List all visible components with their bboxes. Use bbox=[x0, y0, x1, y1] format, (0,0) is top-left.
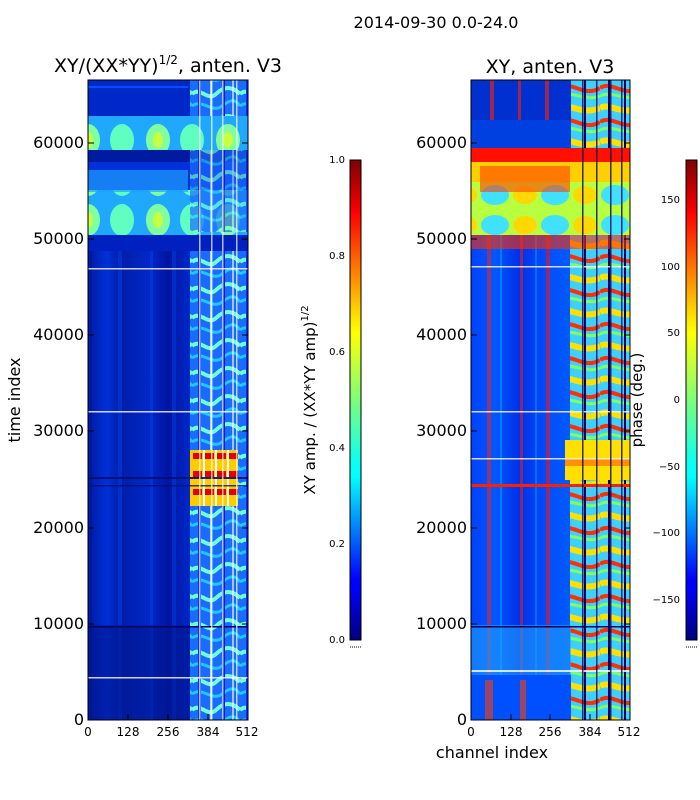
amp-ytick-6: 60000 bbox=[33, 133, 84, 152]
phase-cbar-tick-1: −100 bbox=[653, 528, 680, 539]
amplitude-panel: XY/(XX*YY)1/2, anten. V3 bbox=[5, 53, 282, 739]
amp-ytick-3: 30000 bbox=[33, 421, 84, 440]
phase-xtick-4: 512 bbox=[618, 725, 641, 739]
phase-ytick-3: 30000 bbox=[416, 421, 467, 440]
amp-cbar-tick-4: 0.8 bbox=[329, 251, 345, 262]
phase-panel: XY, anten. V3 bbox=[416, 56, 640, 762]
amp-ytick-1: 10000 bbox=[33, 614, 84, 633]
phase-xtick-1: 128 bbox=[500, 725, 523, 739]
amp-ytick-5: 50000 bbox=[33, 229, 84, 248]
phase-colorbar-label: phase (deg.) bbox=[628, 353, 646, 448]
phase-xlabel: channel index bbox=[436, 743, 548, 762]
amp-xtick-1: 128 bbox=[117, 725, 140, 739]
phase-ytick-1: 10000 bbox=[416, 614, 467, 633]
phase-cbar-tick-2: −50 bbox=[659, 462, 680, 473]
amplitude-y-axis: 0 10000 20000 30000 40000 50000 60000 bbox=[33, 133, 248, 729]
phase-title: XY, anten. V3 bbox=[486, 56, 615, 78]
amplitude-colorbar-label: XY amp. / (XX*YY amp)1/2 bbox=[300, 305, 319, 494]
amp-cbar-tick-2: 0.4 bbox=[329, 443, 345, 454]
amplitude-colorbar: 0.0 0.2 0.4 0.6 0.8 1.0 XY amp. / (XX*YY… bbox=[300, 155, 362, 648]
amp-cbar-tick-3: 0.6 bbox=[329, 347, 345, 358]
amp-cbar-tick-1: 0.2 bbox=[329, 539, 345, 550]
figure-suptitle: 2014-09-30 0.0-24.0 bbox=[354, 13, 519, 32]
phase-colorbar: −150 −100 −50 0 50 100 150 phase (deg.) bbox=[628, 159, 698, 648]
amplitude-x-axis: 0 128 256 384 512 bbox=[84, 714, 258, 739]
amp-xtick-3: 384 bbox=[197, 725, 220, 739]
phase-xtick-2: 256 bbox=[539, 725, 562, 739]
phase-ytick-2: 20000 bbox=[416, 518, 467, 537]
amplitude-heatmap bbox=[88, 80, 248, 720]
phase-cbar-tick-6: 150 bbox=[661, 195, 680, 206]
amp-xtick-0: 0 bbox=[84, 725, 92, 739]
phase-cbar-tick-4: 50 bbox=[667, 328, 680, 339]
phase-cbar-tick-5: 100 bbox=[661, 262, 680, 273]
phase-ytick-4: 40000 bbox=[416, 325, 467, 344]
phase-ytick-6: 60000 bbox=[416, 133, 467, 152]
phase-y-axis: 0 10000 20000 30000 40000 50000 60000 bbox=[416, 133, 630, 729]
phase-x-axis: 0 128 256 384 512 bbox=[467, 714, 640, 739]
amplitude-title: XY/(XX*YY)1/2, anten. V3 bbox=[54, 53, 282, 77]
amp-xtick-4: 512 bbox=[236, 725, 259, 739]
phase-cbar-tick-0: −150 bbox=[653, 595, 680, 606]
amp-ytick-4: 40000 bbox=[33, 325, 84, 344]
amp-xtick-2: 256 bbox=[157, 725, 180, 739]
phase-xtick-0: 0 bbox=[467, 725, 475, 739]
amp-cbar-tick-5: 1.0 bbox=[329, 155, 345, 166]
phase-cbar-tick-3: 0 bbox=[674, 395, 680, 406]
amp-cbar-tick-0: 0.0 bbox=[329, 635, 345, 646]
amp-ytick-2: 20000 bbox=[33, 518, 84, 537]
amplitude-ylabel: time index bbox=[5, 357, 24, 442]
amp-ytick-0: 0 bbox=[74, 710, 84, 729]
phase-ytick-0: 0 bbox=[457, 710, 467, 729]
phase-xtick-3: 384 bbox=[579, 725, 602, 739]
phase-ytick-5: 50000 bbox=[416, 229, 467, 248]
phase-heatmap bbox=[471, 80, 630, 720]
